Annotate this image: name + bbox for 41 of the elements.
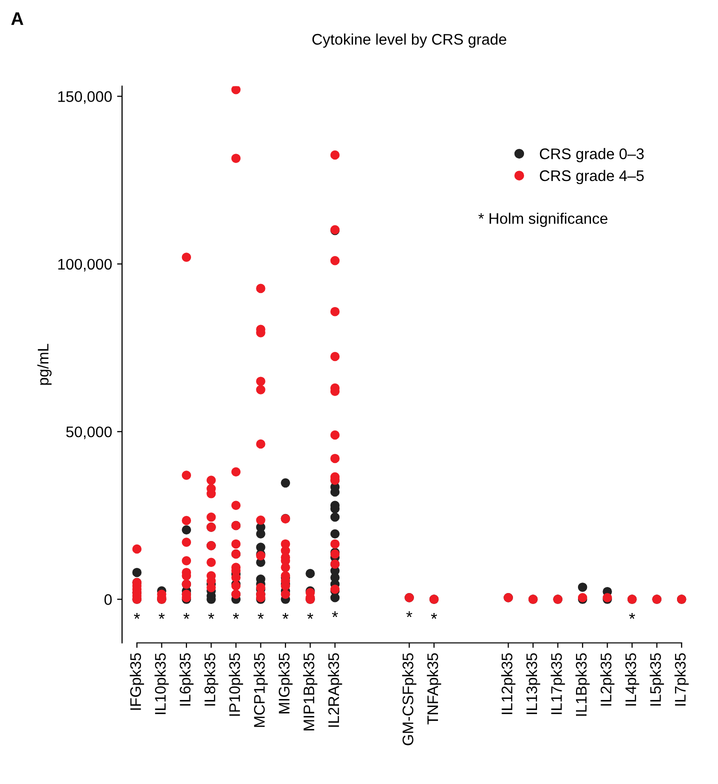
chart-title: Cytokine level by CRS grade	[312, 34, 506, 48]
annotation: *	[282, 612, 288, 619]
x-tick-label: IL12pk35	[501, 653, 516, 714]
x-tick-label: IL17pk35	[550, 653, 565, 714]
y-axis-title: pg/mL	[37, 344, 52, 385]
annotation: * Holm significance	[478, 212, 608, 227]
text: A	[11, 12, 24, 25]
x-tick-label: IL10pk35	[154, 653, 169, 714]
annotation: *	[431, 612, 437, 619]
x-tick-label: MIGpk35	[278, 653, 293, 714]
x-tick-label: IL13pk35	[526, 653, 540, 714]
x-tick-label: IL6pk35	[179, 653, 194, 706]
x-tick-label: IFGpk35	[130, 653, 144, 710]
x-tick-label: IL2pk35	[600, 653, 614, 706]
legend-label: CRS grade 4–5	[540, 170, 644, 184]
annotation: *	[183, 612, 190, 619]
annotation: *	[406, 611, 412, 618]
x-tick-label: TNFApk35	[426, 653, 442, 724]
legend-label: CRS grade 0–3	[540, 148, 644, 162]
x-tick-label: MIP1Bpk35	[303, 653, 318, 730]
annotation: *	[332, 611, 338, 618]
x-tick-label: IL2RApk35	[328, 653, 342, 727]
annotation: *	[208, 612, 214, 619]
x-tick-label: GM-CSFpk35	[402, 653, 416, 746]
x-tick-label: IL7pk35	[674, 653, 689, 706]
x-tick-label: IL5pk35	[650, 653, 664, 706]
annotation: *	[258, 612, 264, 619]
annotation: *	[158, 612, 165, 619]
y-tick-label: 0	[104, 594, 112, 605]
y-tick-label: 100,000	[58, 258, 112, 272]
annotation: *	[307, 612, 314, 619]
x-tick-label: MCP1pk35	[254, 653, 268, 727]
y-tick-label: 150,000	[58, 91, 112, 104]
x-tick-label: IL8pk35	[204, 653, 218, 706]
x-tick-label: IL4pk35	[624, 653, 640, 706]
x-tick-label: IP10pk35	[228, 653, 244, 716]
annotation: *	[629, 612, 636, 619]
x-tick-label: IL1Bpk35	[575, 653, 590, 716]
annotation: *	[134, 612, 140, 619]
y-tick-label: 50,000	[66, 426, 112, 440]
annotation: *	[232, 612, 239, 619]
